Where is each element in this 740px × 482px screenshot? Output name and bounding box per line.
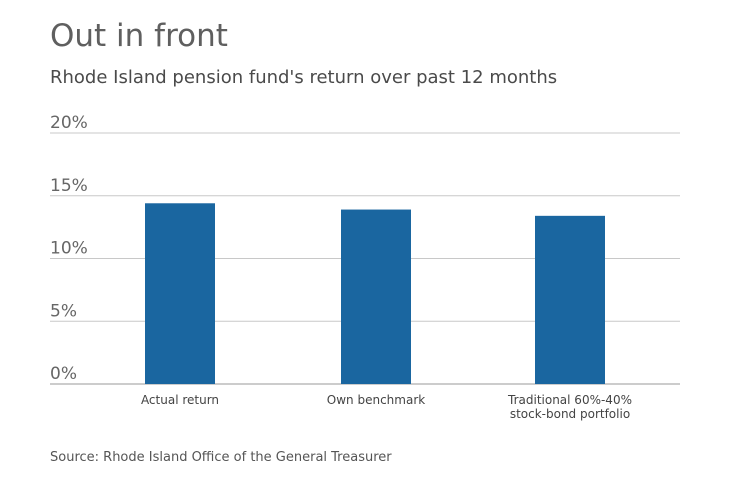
x-category-label: Traditional 60%-40% <box>507 393 632 407</box>
source-note: Source: Rhode Island Office of the Gener… <box>50 450 392 465</box>
chart-subtitle: Rhode Island pension fund's return over … <box>50 67 558 88</box>
y-tick-label: 15% <box>50 176 88 196</box>
y-tick-label: 0% <box>50 364 77 384</box>
y-tick-label: 10% <box>50 239 88 259</box>
y-tick-label: 5% <box>50 301 77 321</box>
x-axis-categories: Actual return Own benchmark Traditional 60… <box>141 393 632 421</box>
bar <box>341 209 411 384</box>
bars <box>145 203 605 384</box>
x-category-label: stock-bond portfolio <box>510 407 630 421</box>
x-category-label: Actual return <box>141 393 219 407</box>
y-tick-label: 20% <box>50 113 88 133</box>
chart-title: Out in front <box>50 18 228 54</box>
bar <box>535 215 605 384</box>
bar <box>145 203 215 384</box>
x-category-label: Own benchmark <box>327 393 425 407</box>
y-axis-ticks: 0% 5% 10% 15% 20% <box>50 113 88 384</box>
